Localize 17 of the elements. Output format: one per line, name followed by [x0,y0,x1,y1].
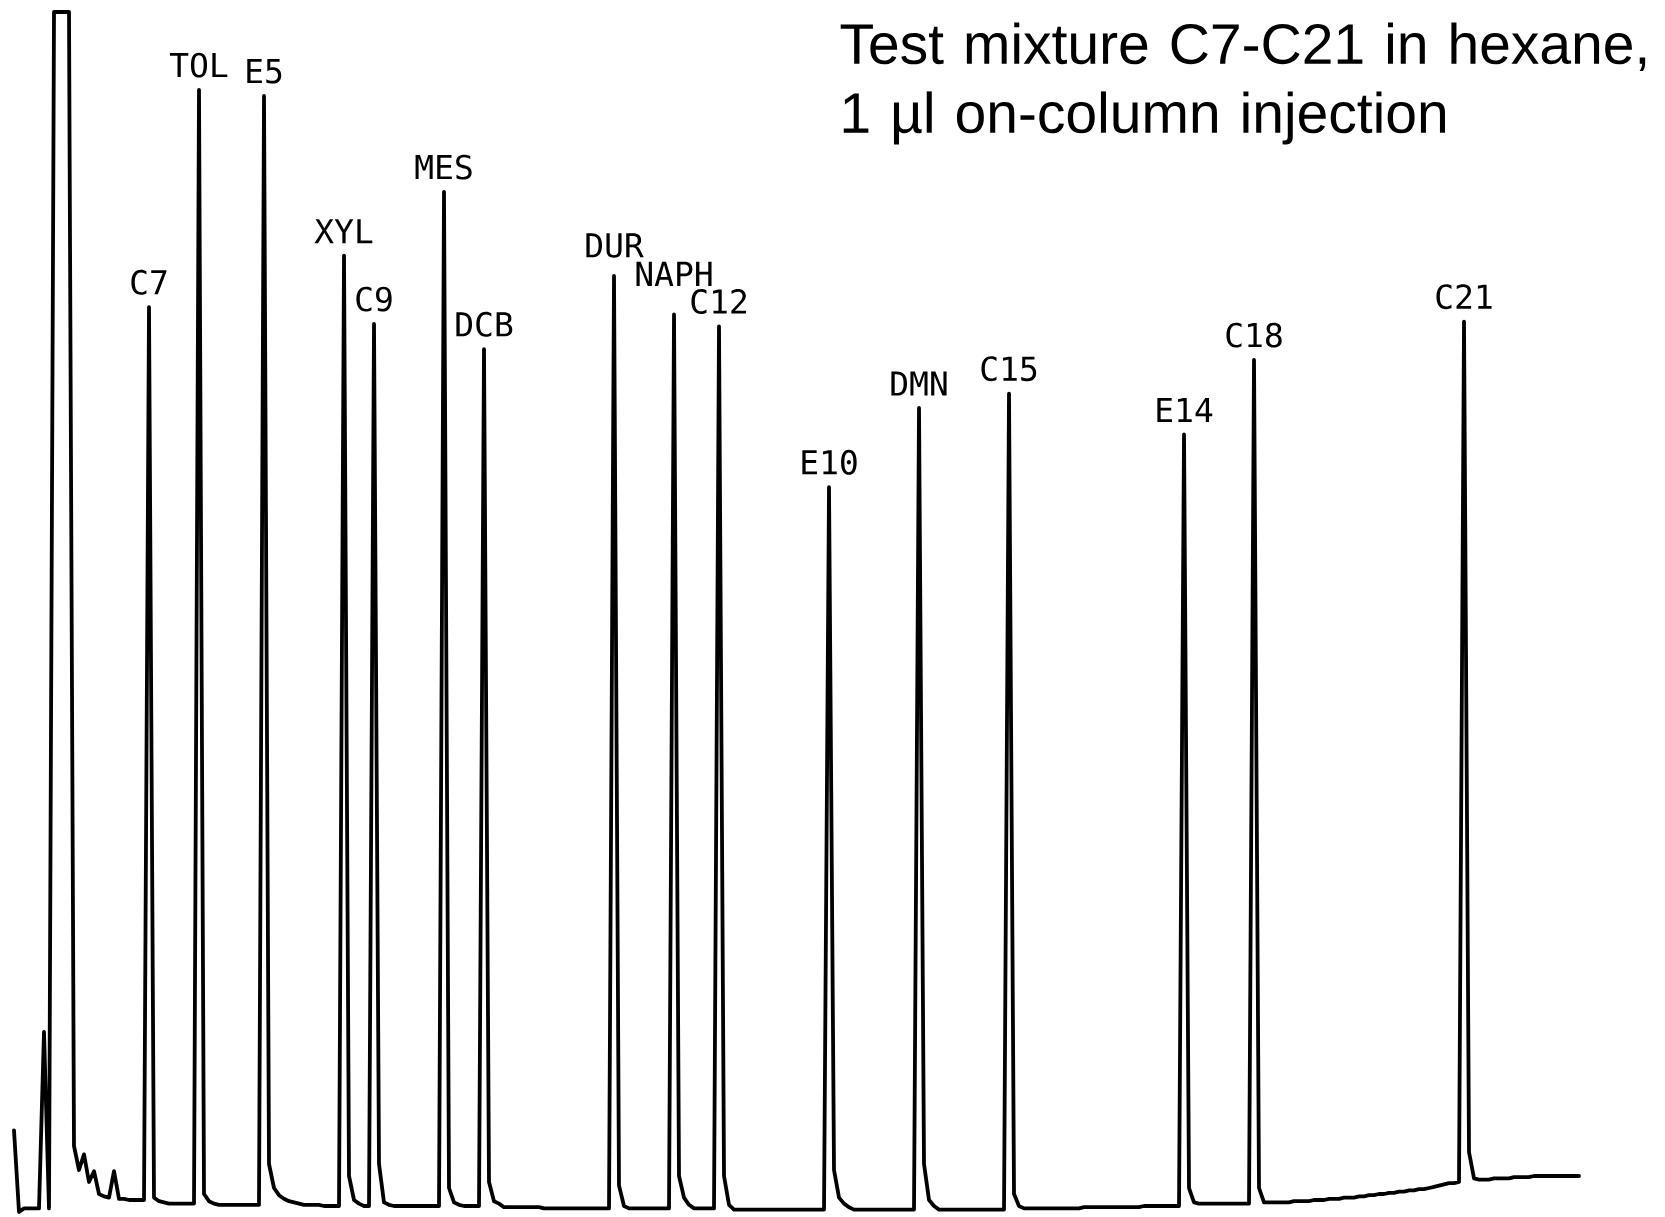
annotation: C18 [1226,322,1282,348]
annotation: C7 [131,269,167,295]
annotation: DUR [586,233,644,258]
annotation: C12 [691,289,746,314]
annotation: DCB [456,311,513,337]
annotation: TOL [169,52,228,78]
annotation: E10 [802,449,857,475]
annotation: DMN [891,371,947,396]
annotation: E14 [1157,397,1213,422]
text: Test mixture C7-C21 in hexane, 1 µl on-column injection [840,22,1646,145]
annotation: MES [415,154,472,180]
annotation: NAPH [636,261,712,286]
annotation: C15 [981,356,1037,382]
annotation: E5 [247,59,282,84]
annotation: C9 [356,286,392,312]
annotation: XYL [314,219,373,244]
annotation: C21 [1436,284,1492,310]
